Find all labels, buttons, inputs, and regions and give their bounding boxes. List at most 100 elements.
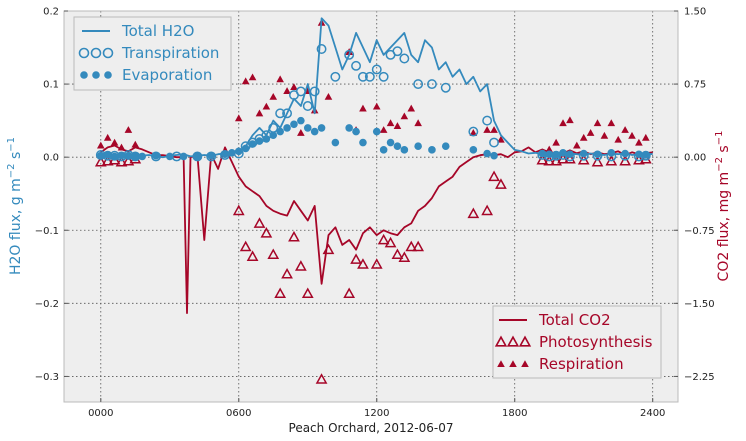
evaporation-point xyxy=(193,152,202,161)
photosynthesis-point xyxy=(122,154,135,166)
photosynthesis-point xyxy=(301,287,314,299)
respiration-point xyxy=(400,112,409,120)
transpiration-point xyxy=(413,79,424,90)
legend-evaporation-swatch xyxy=(92,71,100,79)
evaporation-point xyxy=(345,124,353,132)
respiration-point xyxy=(297,129,305,136)
respiration-point xyxy=(393,122,402,130)
transpiration-point xyxy=(364,71,375,82)
legend-respiration-swatch xyxy=(497,360,505,368)
respiration-point xyxy=(469,129,478,136)
photosynthesis-point xyxy=(481,204,494,216)
evaporation-point xyxy=(559,148,567,157)
evaporation-point xyxy=(207,151,215,160)
legend-co2-frame xyxy=(492,305,662,379)
y-right-tick-label: −1.50 xyxy=(684,299,715,310)
x-tick-label: 0600 xyxy=(226,408,251,419)
respiration-point xyxy=(124,126,133,133)
evaporation-point xyxy=(621,149,629,158)
respiration-point xyxy=(621,126,629,133)
y-right-tick-label: 0.75 xyxy=(684,80,706,91)
legend-evaporation-swatch xyxy=(80,71,88,79)
evaporation-point xyxy=(96,151,105,160)
evaporation-point xyxy=(138,152,146,161)
transpiration-point xyxy=(489,137,499,148)
evaporation-point xyxy=(255,137,264,145)
y-right-tick-label: −2.25 xyxy=(684,372,715,383)
legend-transpiration-swatch xyxy=(102,47,114,59)
evaporation-point xyxy=(310,127,319,136)
photosynthesis-point xyxy=(94,155,107,167)
legend-photosynthesis-label: Photosynthesis xyxy=(539,333,653,351)
evaporation-series xyxy=(96,116,650,161)
transpiration-point xyxy=(282,108,293,119)
evaporation-point xyxy=(642,151,650,159)
respiration-point xyxy=(407,104,416,112)
respiration-point xyxy=(379,126,388,133)
respiration-point xyxy=(552,138,560,146)
respiration-point xyxy=(386,119,395,127)
transpiration-point xyxy=(440,82,451,93)
legend-respiration-swatch xyxy=(521,360,529,368)
photosynthesis-point xyxy=(412,240,425,252)
photosynthesis-point xyxy=(591,155,604,167)
photosynthesis-point xyxy=(495,178,507,189)
respiration-point xyxy=(234,114,243,122)
respiration-point xyxy=(573,141,581,149)
respiration-point xyxy=(600,131,609,139)
respiration-point xyxy=(545,145,554,153)
photosynthesis-series xyxy=(94,152,652,384)
evaporation-point xyxy=(414,142,422,151)
evaporation-point xyxy=(593,150,602,159)
respiration-point xyxy=(96,141,105,149)
evaporation-point xyxy=(179,152,188,161)
photosynthesis-point xyxy=(232,204,245,216)
respiration-point xyxy=(110,138,119,146)
evaporation-point xyxy=(372,127,381,136)
legend-photosynthesis-swatch xyxy=(506,335,520,347)
legend-total-h2o-label: Total H2O xyxy=(121,22,194,40)
legend-respiration-label: Respiration xyxy=(539,355,624,373)
photosynthesis-point xyxy=(322,243,335,255)
photosynthesis-point xyxy=(274,287,287,299)
photosynthesis-point xyxy=(377,233,390,245)
transpiration-point xyxy=(316,44,327,54)
respiration-point xyxy=(490,126,498,133)
legend-photosynthesis-swatch xyxy=(518,335,532,347)
photosynthesis-point xyxy=(115,155,128,167)
photosynthesis-point xyxy=(467,207,480,219)
evaporation-point xyxy=(483,149,491,158)
evaporation-point xyxy=(276,127,284,136)
photosynthesis-point xyxy=(488,170,500,182)
evaporation-point xyxy=(441,142,450,151)
y-right-tick-label: −0.75 xyxy=(684,226,715,237)
legend-transpiration-label: Transpiration xyxy=(121,44,219,62)
transpiration-point xyxy=(295,86,306,97)
photosynthesis-point xyxy=(384,236,397,248)
photosynthesis-point xyxy=(391,248,404,260)
evaporation-point xyxy=(469,146,478,154)
respiration-point xyxy=(497,135,505,143)
y-left-tick-label: 0.2 xyxy=(43,7,59,18)
respiration-point xyxy=(248,73,257,81)
photosynthesis-point xyxy=(550,154,562,166)
photosynthesis-point xyxy=(370,258,383,269)
evaporation-point xyxy=(359,138,367,147)
respiration-point xyxy=(586,129,595,136)
respiration-point xyxy=(241,77,250,85)
legend-co2: Total CO2 Photosynthesis Respiration xyxy=(492,305,662,379)
respiration-point xyxy=(614,135,623,143)
x-tick-label: 1800 xyxy=(502,408,527,419)
evaporation-point xyxy=(490,151,498,160)
legend-photosynthesis-swatch xyxy=(494,335,508,347)
evaporation-point xyxy=(400,146,409,154)
photosynthesis-point xyxy=(398,251,411,262)
evaporation-point xyxy=(303,124,312,132)
evaporation-point xyxy=(228,148,236,157)
respiration-point xyxy=(290,83,298,91)
respiration-point xyxy=(372,102,381,110)
photosynthesis-point xyxy=(536,153,549,165)
y-right-tick-label: 1.50 xyxy=(684,7,706,18)
photosynthesis-point xyxy=(260,227,273,238)
